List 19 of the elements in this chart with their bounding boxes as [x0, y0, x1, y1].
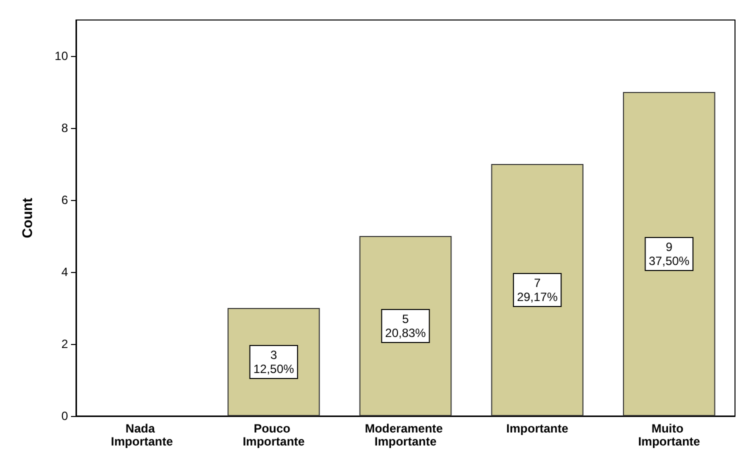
x-tick-label: Nada Importante: [110, 422, 174, 448]
y-tick-label: 0: [61, 409, 68, 423]
x-tick-label: Importante: [506, 422, 569, 436]
data-label: 3 12,50%: [253, 348, 294, 376]
x-tick-label: Pouco Importante: [242, 422, 306, 448]
data-label: 5 20,83%: [385, 312, 426, 340]
x-tick-label: Muito Importante: [638, 422, 700, 448]
bar: [622, 92, 716, 416]
y-tick-label: 4: [61, 265, 68, 279]
y-axis-title: Count: [19, 197, 35, 238]
bar: [491, 164, 584, 416]
data-label: 9 37,50%: [648, 240, 690, 268]
data-label: 7 29,17%: [516, 276, 558, 304]
y-tick-label: 2: [61, 337, 68, 351]
y-tick-label: 6: [61, 193, 68, 207]
x-tick-label: Moderamente Importante: [364, 422, 446, 448]
bar: [359, 236, 452, 416]
y-tick-label: 10: [54, 49, 68, 63]
y-tick-label: 8: [61, 121, 68, 135]
